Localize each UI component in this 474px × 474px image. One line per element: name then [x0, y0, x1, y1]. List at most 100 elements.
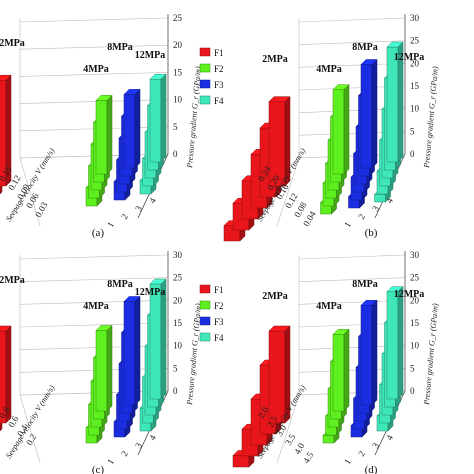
x-tick-label: 4 [147, 196, 158, 205]
panel-label: (c) [92, 464, 105, 474]
bar-side-face [371, 58, 378, 169]
series-label: 2MPa [0, 275, 25, 286]
bar [0, 74, 12, 187]
y-tick-label: 0.2 [24, 432, 38, 447]
grid-line [19, 277, 169, 282]
grid-line [19, 345, 169, 350]
z-tick-label: 15 [410, 318, 420, 328]
x-tick-label: 1 [105, 220, 116, 229]
z-tick-label: 0 [410, 149, 415, 159]
floor-left-edge [19, 394, 41, 464]
z-tick-label: 0 [173, 149, 178, 159]
bar-front-face [360, 64, 373, 169]
legend-label: F1 [214, 285, 224, 295]
z-tick-label: 15 [173, 67, 183, 77]
bar-front-face [232, 455, 250, 468]
z-tick-label: 25 [173, 13, 183, 23]
z-tick-labels: 0 5 10 15 20 25 [173, 13, 183, 159]
bar-side-face [134, 295, 141, 406]
legend-swatch [199, 95, 211, 105]
bar-side-face [397, 41, 404, 163]
bar [360, 58, 378, 169]
grid-line [298, 254, 406, 260]
z-tick-label: 5 [173, 122, 178, 132]
legend: F1 F2 F3 F4 [199, 284, 224, 343]
series-label: 12MPa [394, 289, 425, 300]
z-tick-label: 0 [410, 386, 415, 396]
x-tick-label: 2 [119, 212, 130, 221]
series-label: 2MPa [0, 38, 25, 49]
floor-left-edge [276, 157, 300, 227]
bars [0, 278, 167, 444]
bar [360, 299, 378, 406]
series-label: 8MPa [352, 279, 378, 290]
x-tick-label: 4 [384, 196, 395, 205]
bar-side-face [5, 74, 12, 187]
x-tick-label: 2 [356, 212, 367, 221]
panel-2: 0 5 10 15 20 25 30 Pressure gradient G_r (GPa/m… [223, 13, 440, 242]
legend-swatch [199, 79, 211, 89]
grid-line [19, 72, 169, 77]
bar [95, 94, 113, 175]
z-tick-label: 30 [410, 13, 420, 23]
z-axis-label: Pressure gradient G_r (GPa/m) [422, 303, 440, 407]
x-tick-label: 1 [342, 220, 353, 229]
x-tick-label: 3 [133, 204, 144, 213]
bar-side-face [343, 84, 350, 175]
bar-front-face [332, 89, 345, 175]
bar [386, 286, 404, 400]
panel-label: (a) [92, 227, 105, 239]
bar-front-face [123, 301, 136, 406]
bar [149, 278, 167, 400]
x-tick-label: 2 [119, 449, 130, 458]
floor-left-edge [19, 157, 41, 227]
legend-label: F2 [214, 64, 224, 74]
x-tick-label: 1 [342, 457, 353, 466]
bar [268, 96, 291, 187]
series-label: 2MPa [262, 54, 288, 65]
series-label: 8MPa [107, 42, 133, 53]
legend-swatch [199, 316, 211, 326]
x-tick-label: 3 [370, 441, 381, 450]
legend-label: F4 [214, 333, 224, 343]
bar [332, 328, 350, 412]
z-tick-label: 15 [173, 318, 183, 328]
panel-4: 0 5 10 15 20 25 30 Pressure gradient G_r (GPa/m… [232, 250, 440, 474]
grid-line [19, 300, 169, 305]
z-tick-label: 20 [173, 295, 183, 305]
z-tick-label: 5 [173, 363, 178, 373]
legend-label: F1 [214, 48, 224, 58]
bar-side-face [343, 328, 350, 412]
grid-line [19, 322, 169, 328]
series-label: 12MPa [135, 287, 166, 298]
grid-line [19, 99, 169, 104]
legend-label: F2 [214, 301, 224, 311]
legend: F1 F2 F3 F4 [199, 47, 224, 106]
bar [123, 88, 141, 169]
bar-side-face [284, 96, 291, 187]
legend-swatch [199, 284, 211, 294]
x-tick-label: 1 [105, 457, 116, 466]
panel-label: (b) [365, 227, 378, 239]
legend-swatch [199, 63, 211, 73]
z-axis-label: Pressure gradient G_r (GPa/m) [422, 66, 440, 170]
bar [95, 324, 113, 412]
x-tick-label: 3 [133, 441, 144, 450]
z-tick-label: 20 [173, 40, 183, 50]
x-tick-label: 3 [370, 204, 381, 213]
grid-line [19, 17, 169, 23]
z-tick-label: 20 [410, 58, 420, 68]
z-tick-label: 25 [173, 273, 183, 283]
bar [149, 73, 167, 163]
z-tick-label: 10 [173, 341, 183, 351]
bar-side-face [160, 73, 167, 163]
series-label: 4MPa [83, 64, 109, 75]
y-tick-label: 0.8 [0, 405, 12, 420]
series-label: 2MPa [262, 291, 288, 302]
grid-line [298, 17, 406, 23]
bar [123, 295, 141, 406]
